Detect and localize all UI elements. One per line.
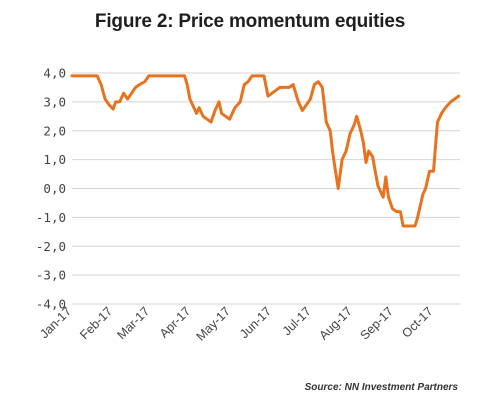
x-tick-label: Oct-17 [399, 304, 435, 340]
x-tick-label: Apr-17 [157, 304, 193, 340]
y-tick-label: -1,0 [36, 210, 66, 225]
series-lines [70, 74, 461, 228]
grid-lines [72, 72, 460, 305]
y-tick-label: 3,0 [43, 94, 66, 109]
x-tick-label: May-17 [194, 304, 233, 343]
x-tick-label: Sep-17 [358, 304, 396, 342]
x-tick-label: Mar-17 [114, 304, 152, 342]
y-tick-label: -3,0 [36, 268, 66, 283]
y-tick-label: -4,0 [36, 297, 66, 312]
x-axis-ticks: Jan-17 Feb-17 Mar-17 Apr-17 May-17 Jun-17 Jul-… [37, 304, 435, 343]
y-axis-ticks: 4,0 3,0 2,0 1,0 0,0 -1,0 -2,0 -3,0 -4,0 [36, 66, 66, 312]
y-tick-label: 4,0 [43, 66, 66, 81]
y-tick-label: 0,0 [43, 181, 66, 196]
chart-title: Figure 2: Price momentum equities [94, 11, 406, 32]
source-note: Source: NN Investment Partners [304, 382, 458, 393]
x-tick-label: Jul-17 [280, 304, 314, 338]
x-tick-label: Aug-17 [316, 304, 354, 342]
y-tick-label: 2,0 [43, 123, 66, 138]
series-line [70, 74, 461, 228]
y-tick-label: -2,0 [36, 239, 66, 254]
x-tick-label: Jun-17 [237, 304, 274, 341]
x-tick-label: Feb-17 [77, 304, 115, 342]
y-tick-label: 1,0 [43, 152, 66, 167]
